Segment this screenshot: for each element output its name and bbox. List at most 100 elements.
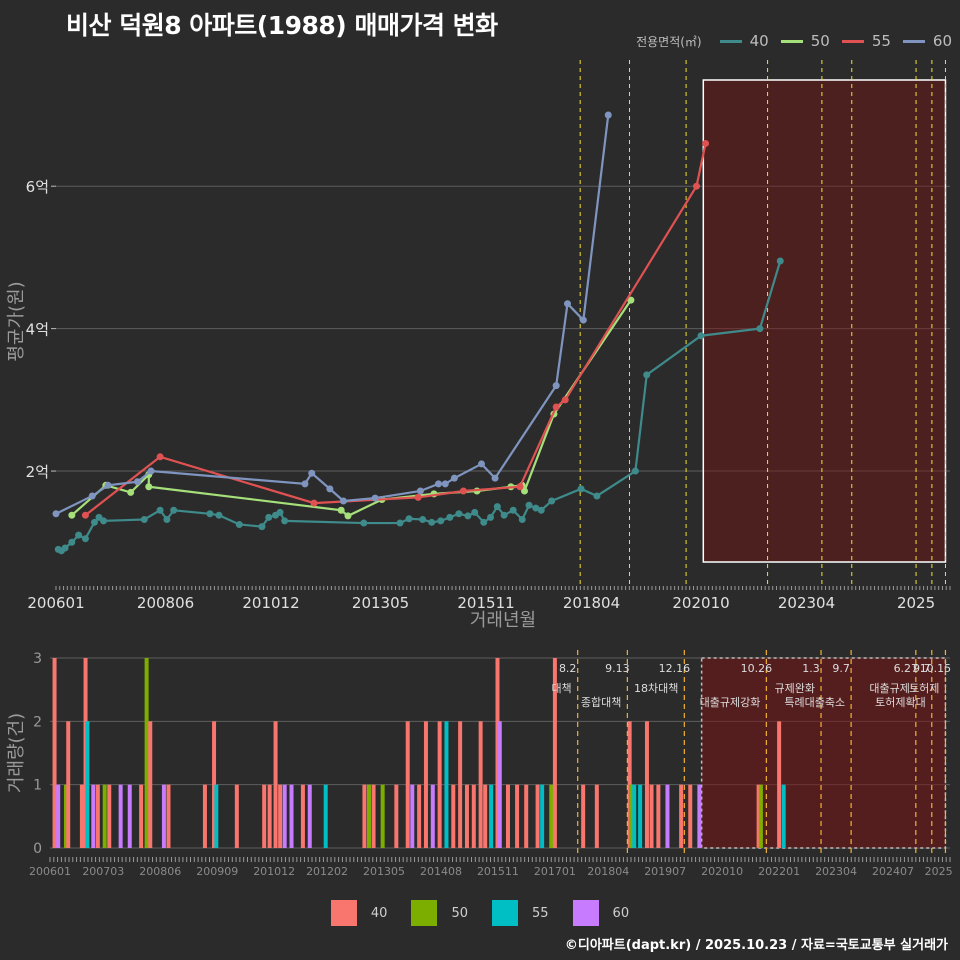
data-point-50 — [550, 410, 558, 418]
data-point-40 — [548, 497, 556, 505]
event-date-label: 10.26 — [741, 662, 773, 675]
data-point-40 — [577, 485, 585, 493]
event-text-label: 18차대책 — [634, 682, 678, 695]
y-tick-label: 4억 — [26, 321, 49, 339]
data-point-55 — [693, 182, 701, 190]
volume-bar-50 — [549, 784, 554, 848]
volume-bar-60 — [697, 784, 702, 848]
event-text-label: 토허제확대 — [875, 696, 926, 709]
data-point-60 — [147, 467, 155, 475]
data-point-50 — [507, 483, 515, 491]
event-date-label: 9.13 — [605, 662, 630, 675]
data-point-60 — [564, 300, 572, 308]
bar-y-tick-label: 0 — [33, 841, 42, 857]
data-point-60 — [52, 510, 60, 518]
volume-bar-55 — [781, 784, 786, 848]
volume-bar-40 — [52, 658, 57, 848]
volume-bar-50 — [366, 784, 371, 848]
volume-bar-40 — [644, 721, 649, 848]
data-point-40 — [480, 518, 488, 526]
x-tick-label: 201511 — [457, 594, 514, 612]
legend-item-50: 50 — [780, 32, 830, 50]
x-tick-label: 200601 — [27, 594, 84, 612]
legend-swatch — [330, 900, 357, 926]
volume-bar-55 — [214, 784, 219, 848]
volume-bar-40 — [679, 784, 684, 848]
data-point-60 — [450, 474, 458, 482]
highlight-region — [702, 79, 947, 563]
data-point-40 — [631, 467, 639, 475]
data-point-60 — [441, 480, 449, 488]
bar-x-tick-label: 201701 — [534, 865, 576, 878]
bar-x-tick-label: 2025 — [925, 865, 953, 878]
event-text-label: 대출규제강화 — [700, 696, 761, 709]
data-point-40 — [446, 513, 454, 521]
volume-bar-40 — [394, 784, 399, 848]
volume-bar-60 — [307, 784, 312, 848]
series-line-60 — [55, 114, 610, 515]
legend-label: 60 — [932, 32, 952, 50]
data-point-50 — [627, 296, 635, 304]
volume-bar-40 — [464, 784, 469, 848]
volume-bar-60 — [127, 784, 132, 848]
data-point-55 — [156, 453, 164, 461]
bar-x-tick-label: 202304 — [815, 865, 857, 878]
legend-label: 55 — [532, 905, 549, 921]
legend-label: 50 — [451, 905, 468, 921]
volume-bar-40 — [594, 784, 599, 848]
data-point-55 — [81, 511, 89, 519]
data-point-40 — [265, 513, 273, 521]
event-text-label: 종합대책 — [581, 696, 621, 709]
bar-x-tick-label: 202201 — [758, 865, 800, 878]
data-point-40 — [493, 503, 501, 511]
bar-highlight-region — [700, 657, 947, 849]
data-point-50 — [68, 511, 76, 519]
bar-legend-item-55: 55 — [492, 900, 549, 926]
bar-y-axis-title: 거래량(건) — [6, 713, 27, 793]
data-point-55 — [561, 396, 569, 404]
volume-bar-40 — [262, 784, 267, 848]
legend-swatch — [492, 900, 518, 926]
data-point-50 — [518, 481, 526, 489]
data-point-40 — [537, 506, 545, 514]
data-point-55 — [310, 499, 318, 507]
volume-bar-40 — [267, 784, 272, 848]
volume-bar-40 — [627, 721, 632, 848]
legend-item-55: 55 — [841, 32, 891, 50]
data-point-40 — [170, 506, 178, 514]
data-point-60 — [88, 492, 96, 500]
event-date-label: 1.3 — [802, 662, 820, 675]
volume-bar-60 — [410, 784, 415, 848]
volume-bar-50 — [144, 658, 149, 848]
bar-x-tick-label: 200909 — [196, 865, 238, 878]
legend-label: 50 — [810, 32, 830, 50]
data-point-40 — [455, 510, 463, 518]
bar-x-tick-label: 201012 — [253, 865, 295, 878]
volume-bar-40 — [756, 784, 761, 848]
data-point-40 — [57, 547, 65, 555]
event-date-label: 8.2 — [559, 662, 577, 675]
volume-bar-40 — [66, 721, 71, 848]
x-axis-title: 거래년월 — [470, 610, 536, 631]
bar-x-tick-label: 201408 — [420, 865, 462, 878]
data-point-50 — [430, 490, 438, 498]
data-point-55 — [516, 483, 524, 491]
data-point-60 — [133, 478, 141, 486]
top-legend: 전용면적(㎡) 40 50 55 60 — [636, 30, 952, 52]
data-point-40 — [81, 535, 89, 543]
data-point-40 — [100, 517, 108, 525]
y-tick-label: 6억 — [26, 178, 49, 196]
volume-bar-55 — [85, 721, 90, 848]
volume-bar-40 — [405, 721, 410, 848]
data-point-50 — [145, 483, 153, 491]
bar-x-tick-label: 200601 — [29, 865, 71, 878]
bar-x-tick-label: 202407 — [872, 865, 914, 878]
data-point-40 — [437, 517, 445, 525]
data-point-40 — [756, 325, 764, 333]
bar-legend-item-40: 40 — [330, 900, 387, 926]
event-text-label: 대출규제 — [869, 682, 909, 695]
volume-bar-40 — [417, 784, 422, 848]
volume-bar-55 — [323, 784, 328, 848]
data-point-60 — [552, 382, 560, 390]
volume-bar-40 — [79, 784, 84, 848]
